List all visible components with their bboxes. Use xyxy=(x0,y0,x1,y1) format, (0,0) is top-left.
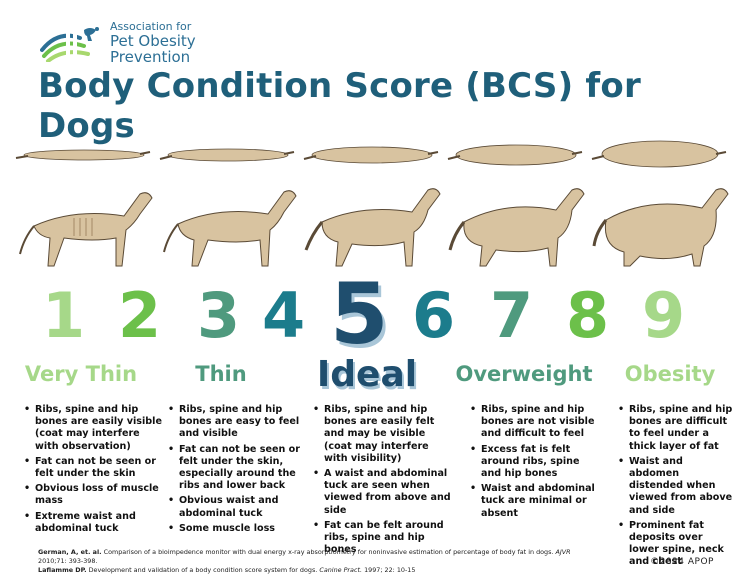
reference-2: Laflamme DP. Development and validation … xyxy=(38,566,598,575)
list-item: Obvious waist and abdominal tuck xyxy=(168,495,300,519)
score-3: 3 xyxy=(197,279,241,352)
list-item: Excess fat is felt around ribs, spine an… xyxy=(470,444,596,481)
reference-2-text: Development and validation of a body con… xyxy=(88,566,318,574)
ideal-list: Ribs, spine and hip bones are easily fel… xyxy=(313,404,453,559)
very-thin-list: Ribs, spine and hip bones are easily vis… xyxy=(24,404,162,538)
dog-bcs-1-icon xyxy=(15,149,153,267)
reference-1-authors: German, A, et. al. xyxy=(38,548,102,556)
score-1: 1 xyxy=(42,279,86,352)
score-numbers: 1 2 3 4 5 6 7 8 9 xyxy=(0,266,750,362)
dog-bcs-5-icon xyxy=(303,146,441,267)
list-item: Fat can be felt around ribs, spine and h… xyxy=(313,520,453,557)
dog-bcs-7-icon xyxy=(447,144,585,267)
list-item: Fat can not be seen or felt under the sk… xyxy=(168,444,300,493)
apop-logo: Association for Pet Obesity Prevention xyxy=(40,20,230,65)
list-item: Ribs, spine and hip bones are difficult … xyxy=(618,404,734,453)
label-thin: Thin xyxy=(195,362,247,386)
reference-1: German, A, et. al. Comparison of a bioim… xyxy=(38,548,598,566)
list-item: Obvious loss of muscle mass xyxy=(24,483,162,507)
score-4: 4 xyxy=(262,279,306,352)
list-item: Ribs, spine and hip bones are easily fel… xyxy=(313,404,453,465)
reference-1-text: Comparison of a bioimpedence monitor wit… xyxy=(103,548,554,556)
list-item: Extreme waist and abdominal tuck xyxy=(24,511,162,535)
overweight-list: Ribs, spine and hip bones are not visibl… xyxy=(470,404,596,523)
score-5: 5 xyxy=(330,265,389,363)
list-item: Ribs, spine and hip bones are easy to fe… xyxy=(168,404,300,441)
reference-2-journal: Canine Pract. xyxy=(319,566,363,574)
list-item: Waist and abdomen distended when viewed … xyxy=(618,456,734,517)
label-overweight: Overweight xyxy=(455,362,593,386)
copyright: ©2024 APOP xyxy=(650,557,714,567)
logo-line-1: Association for xyxy=(110,20,192,33)
obesity-list: Ribs, spine and hip bones are difficult … xyxy=(618,404,734,572)
references: German, A, et. al. Comparison of a bioim… xyxy=(38,548,598,575)
score-7: 7 xyxy=(490,279,534,352)
logo-line-3: Prevention xyxy=(110,48,191,66)
apop-logo-mark-icon xyxy=(40,27,99,62)
reference-2-authors: Laflamme DP. xyxy=(38,566,87,574)
dog-bcs-9-icon xyxy=(591,140,729,267)
dog-illustrations xyxy=(0,138,750,280)
list-item: Waist and abdominal tuck are minimal or … xyxy=(470,483,596,520)
category-labels: Very Thin Thin Ideal Overweight Obesity xyxy=(0,354,750,402)
logo-line-2: Pet Obesity xyxy=(110,32,196,50)
list-item: Prominent fat deposits over lower spine,… xyxy=(618,520,734,569)
dog-bcs-3-icon xyxy=(159,148,297,267)
score-2: 2 xyxy=(118,279,162,352)
list-item: Ribs, spine and hip bones are easily vis… xyxy=(24,404,162,453)
logo-text: Association for Pet Obesity Prevention xyxy=(110,20,196,65)
reference-1-journal: AJVR xyxy=(555,548,571,556)
list-item: Fat can not be seen or felt under the sk… xyxy=(24,456,162,480)
list-item: Some muscle loss xyxy=(168,523,300,535)
label-ideal: Ideal xyxy=(316,354,418,395)
label-obesity: Obesity xyxy=(624,362,716,386)
score-9: 9 xyxy=(642,279,686,352)
category-descriptions: Ribs, spine and hip bones are easily vis… xyxy=(0,404,750,567)
label-very-thin: Very Thin xyxy=(24,362,138,386)
thin-list: Ribs, spine and hip bones are easy to fe… xyxy=(168,404,300,538)
reference-2-details: 1997; 22: 10-15 xyxy=(364,566,416,574)
page-title: Body Condition Score (BCS) for Dogs xyxy=(38,66,641,146)
score-6: 6 xyxy=(412,279,456,352)
list-item: A waist and abdominal tuck are seen when… xyxy=(313,468,453,517)
score-8: 8 xyxy=(566,279,610,352)
reference-1-details: 2010;71: 393-398. xyxy=(38,557,98,565)
list-item: Ribs, spine and hip bones are not visibl… xyxy=(470,404,596,441)
